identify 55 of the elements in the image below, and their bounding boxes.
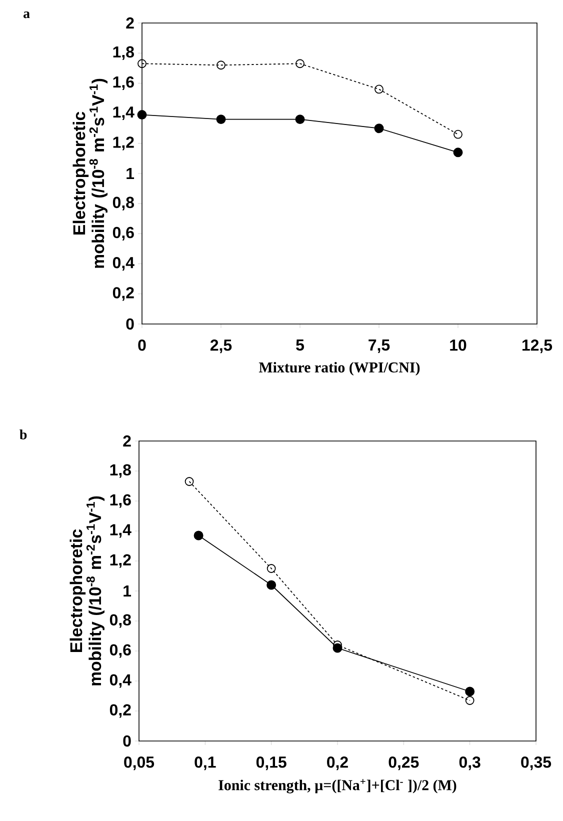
y-tick-label: 0 [126, 318, 134, 330]
y-tick-label: 1,4 [110, 524, 132, 538]
point [453, 148, 463, 158]
y-tick-label: 0,6 [110, 644, 131, 658]
x-tick-label: 0,05 [124, 756, 154, 770]
x-axis-title: Ionic strength, µ=([Na$^{+}$]+[Cl$^{-}$ ])/2 (M) [218, 778, 456, 794]
y-tick-label: 0,6 [112, 226, 134, 240]
point [465, 686, 475, 696]
y-tick-label: 1,2 [113, 136, 134, 150]
y-tick-label: 1,6 [110, 494, 131, 508]
y-tick-label: 1,6 [113, 76, 134, 90]
point [374, 124, 384, 134]
point [194, 530, 204, 540]
x-tick-label: 12,5 [522, 340, 552, 354]
y-tick-label: 1,8 [110, 464, 131, 478]
x-tick-label: 0 [138, 340, 146, 351]
y-tick-label: 0,8 [112, 196, 134, 210]
y-tick-label: 1,2 [110, 554, 131, 568]
y-tick-label: 2 [123, 435, 131, 447]
x-axis-title: Mixture ratio (WPI/CNI) [258, 362, 420, 376]
y-tick-label: 2 [126, 17, 134, 29]
x-tick-label: 0,35 [521, 756, 552, 770]
y-tick-label: 0,8 [110, 614, 131, 628]
x-tick-label: 2,5 [210, 340, 232, 354]
point [295, 114, 305, 124]
x-tick-label: 0,15 [256, 756, 286, 770]
point [216, 60, 226, 70]
x-tick-label: 0,1 [194, 756, 216, 770]
text: a [24, 12, 30, 18]
x-tick-label: 0,3 [459, 756, 480, 770]
x-tick-label: 0,25 [388, 756, 419, 770]
x-tick-label: 5 [296, 340, 304, 351]
y-tick-label: 0,4 [110, 674, 132, 688]
point [216, 114, 226, 124]
point [266, 564, 276, 573]
y-tick-label: 1 [126, 168, 134, 179]
y-tick-label: 1,4 [113, 106, 134, 120]
point [374, 84, 384, 94]
y-tick-label: 1 [124, 586, 132, 596]
point [137, 110, 147, 120]
y-tick-label: 0,2 [110, 704, 131, 718]
point [454, 130, 462, 139]
y-tick-label: 0,4 [112, 256, 134, 271]
point [184, 477, 194, 486]
x-tick-label: 10 [450, 340, 466, 351]
x-tick-label: 7,5 [368, 340, 390, 353]
y-tick-label: 0 [123, 735, 131, 747]
text: b [20, 430, 27, 440]
y-tick-label: 1,8 [113, 46, 134, 60]
point [266, 580, 276, 590]
point [296, 59, 304, 68]
point [465, 696, 474, 705]
x-tick-label: 0,2 [327, 756, 348, 770]
point [138, 59, 146, 68]
y-tick-label: 0,2 [112, 287, 134, 301]
